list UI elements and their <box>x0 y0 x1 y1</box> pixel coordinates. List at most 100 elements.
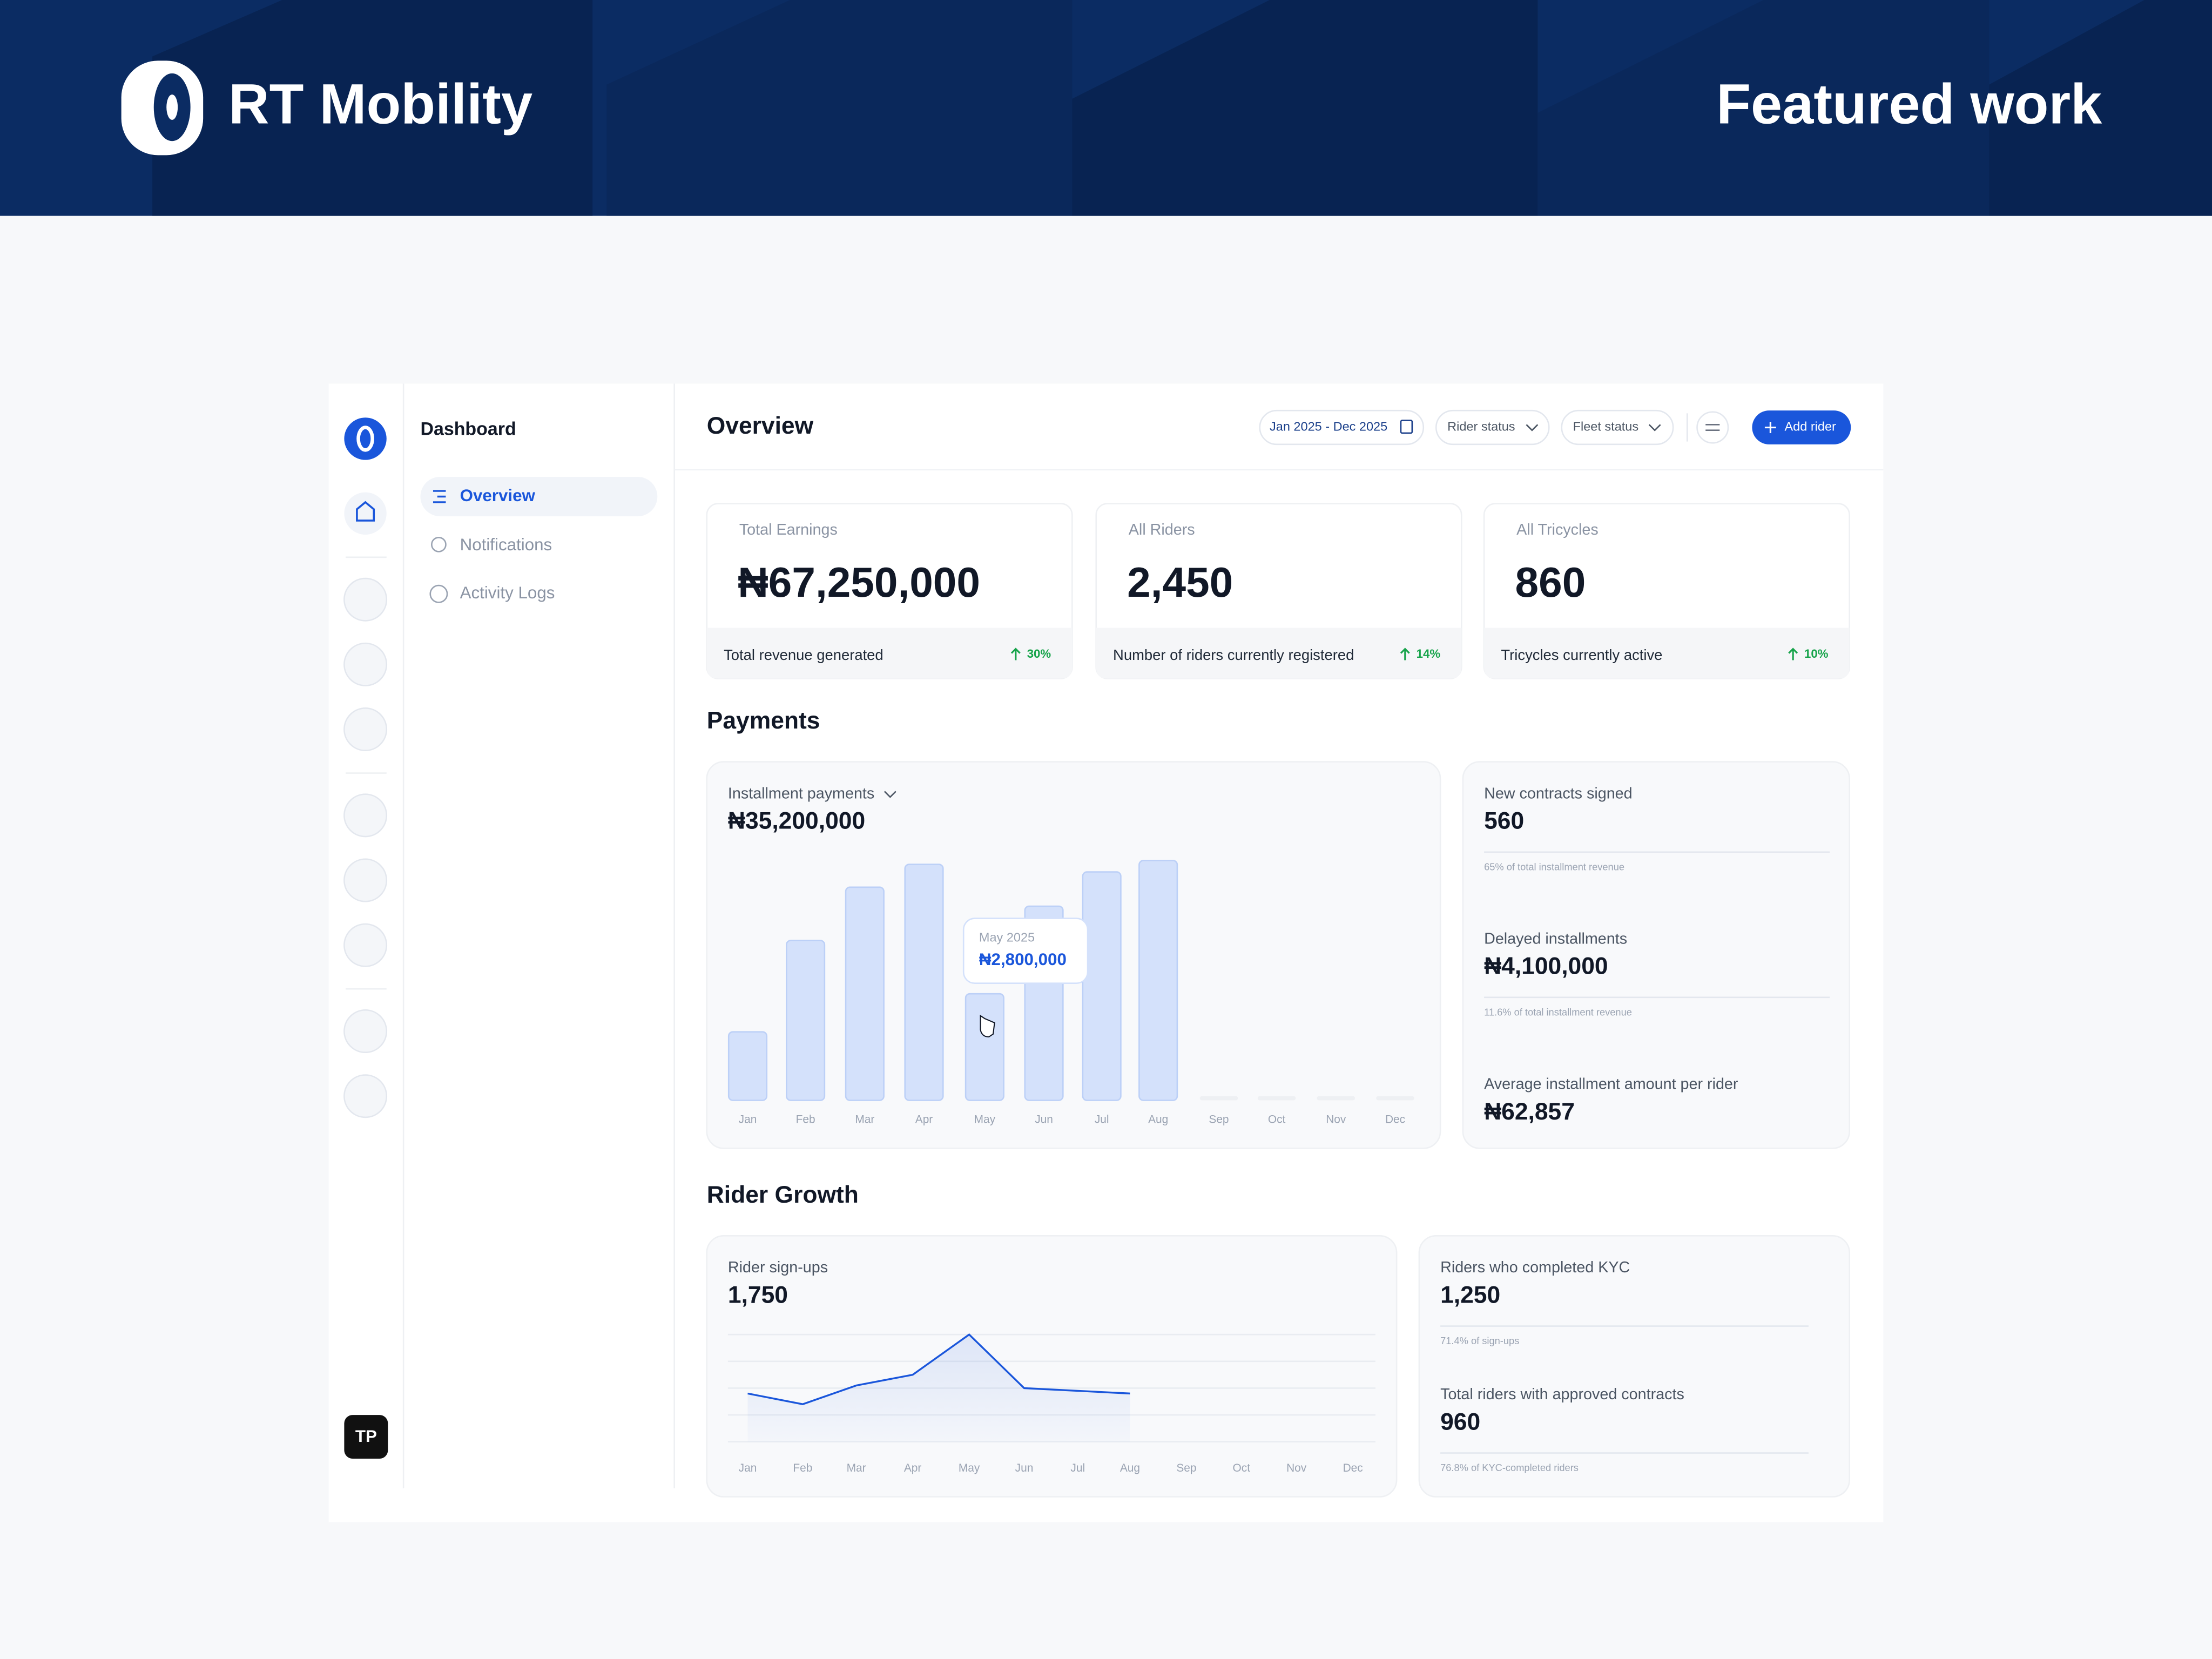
stat-value: ₦67,250,000 <box>738 558 980 606</box>
add-rider-button[interactable] <box>1752 410 1851 444</box>
chart-label[interactable]: Installment payments <box>728 785 874 802</box>
clock-icon <box>429 584 448 603</box>
page-title: Overview <box>707 413 814 439</box>
filter-label: Fleet status <box>1573 420 1638 434</box>
tickets-icon[interactable] <box>343 923 388 967</box>
stat-value: 2,450 <box>1127 558 1233 606</box>
banner-shape <box>1989 0 2212 216</box>
bar-placeholder <box>1317 1096 1355 1101</box>
bar[interactable] <box>965 993 1004 1101</box>
x-tick-label: Oct <box>1268 1114 1286 1126</box>
banner-shape <box>152 0 593 216</box>
chevron <box>884 791 896 798</box>
nav-active-bg <box>420 476 658 517</box>
fleet-icon[interactable] <box>343 642 388 686</box>
trend-icon <box>1788 648 1798 660</box>
stat-note: Tricycles currently active <box>1501 646 1662 663</box>
nav-item[interactable]: Notifications <box>460 535 552 554</box>
chart-total: 1,750 <box>728 1282 788 1308</box>
tooltip-label: May 2025 <box>979 930 1035 944</box>
home-glyph <box>356 501 375 522</box>
chart-label: Rider sign-ups <box>728 1259 828 1276</box>
x-tick-label: Mar <box>847 1462 866 1474</box>
bar[interactable] <box>1082 871 1122 1101</box>
brand-logo-dot <box>166 95 178 120</box>
plus-icon <box>1764 422 1776 433</box>
documents-icon[interactable] <box>343 707 388 752</box>
side-card <box>1418 1235 1850 1498</box>
stat-value: 860 <box>1515 558 1586 606</box>
date-picker[interactable] <box>1259 409 1425 446</box>
x-tick-label: Dec <box>1385 1114 1405 1126</box>
button-label: Add rider <box>1784 420 1836 434</box>
x-tick-label: Jan <box>739 1462 757 1474</box>
tooltip <box>962 918 1089 984</box>
side-value: 1,250 <box>1440 1282 1500 1308</box>
bar[interactable] <box>904 864 944 1101</box>
date-range: Jan 2025 - Dec 2025 <box>1270 420 1387 434</box>
x-tick-label: Oct <box>1233 1462 1251 1474</box>
side-note: 65% of total installment revenue <box>1484 861 1624 872</box>
line <box>747 1333 1130 1405</box>
app-logo[interactable] <box>344 417 387 460</box>
side-value: ₦62,857 <box>1484 1098 1575 1125</box>
x-tick-label: Jun <box>1035 1114 1053 1126</box>
banner-shape <box>606 0 1073 216</box>
stat-change: 14% <box>1417 647 1441 660</box>
bar[interactable] <box>727 1031 768 1101</box>
bar[interactable] <box>786 940 826 1101</box>
security-icon[interactable] <box>343 858 388 902</box>
x-tick-label: Apr <box>904 1462 922 1474</box>
dynamic-layer: Total Earnings ₦67,250,000 Total revenue g… <box>706 503 1850 1474</box>
filter-dropdown[interactable] <box>1435 409 1550 446</box>
settings-icon[interactable] <box>343 1074 388 1118</box>
home-icon[interactable] <box>344 492 387 535</box>
side-label: Total riders with approved contracts <box>1440 1386 1684 1403</box>
cursor <box>980 1014 995 1038</box>
calendar-icon <box>1400 420 1413 434</box>
settings-button[interactable] <box>1696 411 1729 444</box>
trend-icon <box>1010 648 1021 660</box>
edit-icon[interactable] <box>343 1009 388 1054</box>
x-tick-label: Feb <box>796 1114 815 1126</box>
bar-placeholder <box>1376 1096 1414 1101</box>
banner-shape <box>1072 0 1538 216</box>
avatar[interactable] <box>344 1415 388 1459</box>
stat-label: All Tricycles <box>1516 521 1599 538</box>
side-note: 71.4% of sign-ups <box>1440 1335 1519 1346</box>
riders-icon[interactable] <box>343 577 388 622</box>
x-tick-label: Aug <box>1148 1114 1168 1126</box>
filter-dropdown[interactable] <box>1561 409 1674 446</box>
side-label: Delayed installments <box>1484 930 1627 947</box>
side-value: 560 <box>1484 808 1524 834</box>
x-tick-label: Aug <box>1120 1462 1140 1474</box>
chart-total: ₦35,200,000 <box>728 808 865 834</box>
side-label: New contracts signed <box>1484 785 1633 802</box>
x-tick-label: Jul <box>1095 1114 1109 1126</box>
area <box>747 1334 1130 1442</box>
stat-change: 10% <box>1804 647 1829 660</box>
stat-label: Total Earnings <box>739 521 838 538</box>
payments-icon[interactable] <box>343 793 388 838</box>
chevron <box>1648 424 1661 431</box>
bar[interactable] <box>845 886 885 1101</box>
x-tick-label: May <box>959 1462 980 1474</box>
nav-item[interactable]: Activity Logs <box>460 583 555 602</box>
avatar-initials: TP <box>355 1427 377 1446</box>
sidebar-icons <box>343 577 388 1118</box>
bar-placeholder <box>1257 1096 1296 1101</box>
x-tick-label: Jun <box>1015 1462 1034 1474</box>
bar-placeholder <box>1199 1096 1238 1101</box>
overview-icon <box>433 490 446 503</box>
bar[interactable] <box>1138 860 1178 1101</box>
app-logo-mark <box>356 426 374 452</box>
x-tick-label: Sep <box>1209 1114 1229 1126</box>
tagline: Featured work <box>1716 73 2102 136</box>
nav-item[interactable]: Overview <box>460 486 536 505</box>
nav-section: Dashboard <box>420 419 516 440</box>
side-card <box>1462 761 1850 1149</box>
x-tick-label: Jul <box>1070 1462 1085 1474</box>
filter-label: Rider status <box>1447 420 1515 434</box>
